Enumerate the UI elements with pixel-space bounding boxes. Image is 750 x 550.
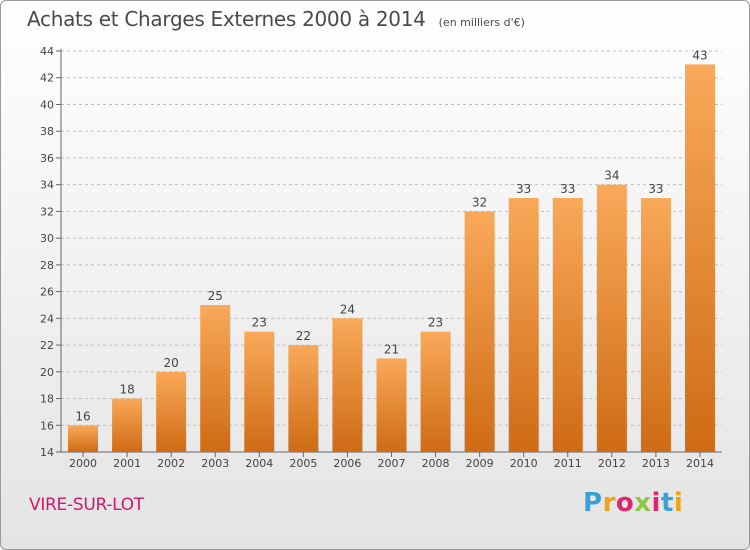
x-tick-label-2014: 2014	[686, 457, 714, 470]
data-label-2013: 33	[648, 182, 663, 196]
title-row: Achats et Charges Externes 2000 à 2014 (…	[27, 7, 525, 31]
data-labels: 16 18 20 25 23 22 24 21 23 32 33 33 34 33 43	[75, 48, 707, 423]
chart-subtitle: (en milliers d'€)	[438, 16, 525, 29]
x-tick-label-2010: 2010	[510, 457, 538, 470]
y-tick-label: 24	[40, 312, 54, 325]
y-tick-label: 18	[40, 393, 54, 406]
bar-2001	[112, 398, 143, 452]
y-tick-label: 14	[40, 446, 54, 459]
x-tick-labels: 2000 2001 2002 2003 2004 2005 2006 2007 2008 2009…	[69, 457, 714, 470]
place-name: VIRE-SUR-LOT	[29, 495, 144, 515]
bar-2002	[156, 371, 187, 452]
bar-2014	[684, 64, 715, 452]
data-label-2001: 18	[119, 383, 134, 397]
x-tick-label-2006: 2006	[333, 457, 361, 470]
x-tick-label-2011: 2011	[554, 457, 582, 470]
y-tick-label: 32	[40, 205, 54, 218]
data-label-2002: 20	[164, 356, 179, 370]
y-tick-label: 22	[40, 339, 54, 352]
bar-2006	[332, 318, 363, 452]
bars	[68, 64, 715, 452]
y-tick-label: 28	[40, 259, 54, 272]
y-tick-label: 30	[40, 232, 54, 245]
y-tick-label: 40	[40, 98, 54, 111]
data-label-2005: 22	[296, 329, 311, 343]
proxiti-logo: Proxiti	[583, 488, 684, 518]
data-label-2008: 23	[428, 316, 443, 330]
x-tick-label-2004: 2004	[245, 457, 273, 470]
data-label-2006: 24	[340, 302, 355, 316]
y-tick-label: 26	[40, 286, 54, 299]
data-label-2014: 43	[692, 48, 707, 62]
x-tick-label-2003: 2003	[201, 457, 229, 470]
bar-2005	[288, 345, 319, 452]
data-label-2000: 16	[75, 409, 90, 423]
x-tick-label-2009: 2009	[466, 457, 494, 470]
y-tick-label: 34	[40, 179, 54, 192]
y-tick-label: 42	[40, 72, 54, 85]
bar-2010	[508, 198, 539, 452]
x-tick-label-2001: 2001	[113, 457, 141, 470]
bar-2009	[464, 211, 495, 452]
x-tick-label-2012: 2012	[598, 457, 626, 470]
bar-2003	[200, 304, 231, 452]
x-tick-label-2002: 2002	[157, 457, 185, 470]
bar-2012	[596, 184, 627, 452]
y-tick-label: 20	[40, 366, 54, 379]
chart-title: Achats et Charges Externes 2000 à 2014	[27, 7, 426, 31]
bar-2013	[640, 198, 671, 452]
data-label-2004: 23	[252, 316, 267, 330]
x-tick-label-2013: 2013	[642, 457, 670, 470]
x-tick-label-2007: 2007	[378, 457, 406, 470]
bar-2007	[376, 358, 407, 452]
data-label-2012: 34	[604, 169, 619, 183]
x-tick-label-2005: 2005	[289, 457, 317, 470]
y-tick-label: 38	[40, 125, 54, 138]
data-label-2003: 25	[208, 289, 223, 303]
x-tick-label-2008: 2008	[422, 457, 450, 470]
data-label-2007: 21	[384, 342, 399, 356]
x-tick-label-2000: 2000	[69, 457, 97, 470]
y-tick-label: 36	[40, 152, 54, 165]
data-label-2010: 33	[516, 182, 531, 196]
y-tick-label: 16	[40, 419, 54, 432]
bar-2008	[420, 331, 451, 452]
bar-2011	[552, 198, 583, 452]
y-tick-label: 44	[40, 45, 54, 58]
y-tick-labels: 14 16 18 20 22 24 26 28 30 32 34 36 38 40 42 44	[40, 45, 54, 459]
data-label-2011: 33	[560, 182, 575, 196]
bar-2004	[244, 331, 275, 452]
bar-2000	[68, 425, 99, 452]
data-label-2009: 32	[472, 195, 487, 209]
